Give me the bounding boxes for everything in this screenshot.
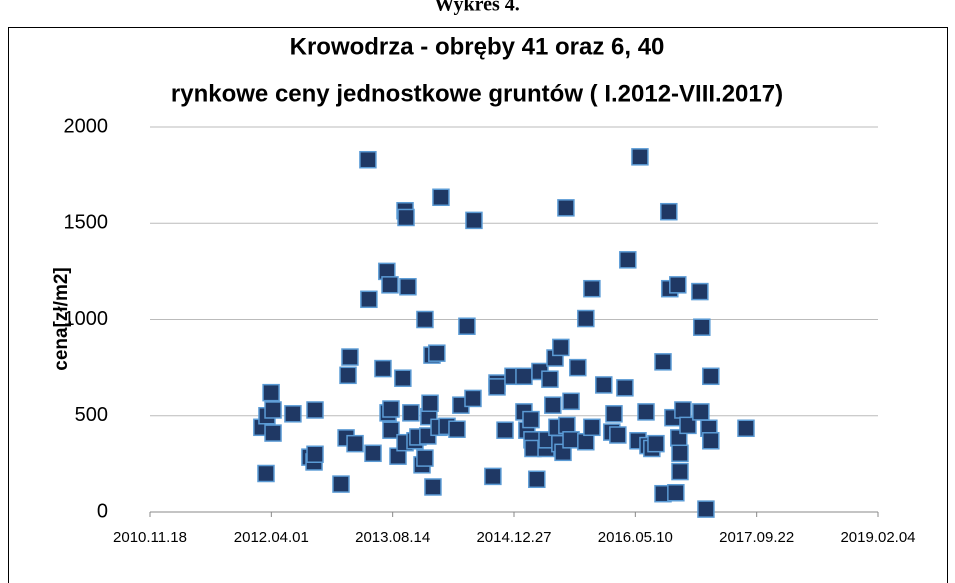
point — [428, 344, 446, 362]
x-tick-label: 2017.09.22 — [719, 529, 794, 546]
point — [577, 432, 595, 451]
point — [394, 369, 412, 387]
point — [381, 276, 399, 294]
point — [341, 348, 359, 366]
point — [671, 444, 689, 463]
y-axis-label: cena[zł/m2] — [51, 267, 72, 370]
y-tick-label: 1000 — [64, 308, 109, 330]
point — [693, 318, 711, 336]
point — [552, 338, 570, 357]
point — [702, 367, 720, 386]
x-tick-label: 2016.05.10 — [598, 529, 673, 546]
point — [583, 279, 601, 298]
point — [448, 420, 466, 438]
point — [284, 405, 302, 423]
point — [541, 370, 559, 388]
x-tick-label: 2012.04.01 — [234, 529, 309, 546]
y-tick-label: 1500 — [64, 212, 109, 234]
point — [346, 434, 364, 453]
point — [669, 276, 687, 294]
point — [616, 379, 634, 397]
point — [264, 424, 282, 442]
point — [671, 462, 689, 481]
point — [397, 208, 415, 227]
point — [458, 317, 476, 335]
point — [382, 421, 400, 439]
point — [306, 401, 324, 419]
point — [569, 358, 587, 377]
point — [528, 470, 546, 489]
x-tick-label: 2019.02.04 — [840, 529, 915, 546]
point — [432, 188, 450, 207]
point — [264, 401, 282, 419]
point — [339, 366, 357, 385]
chart-border — [8, 27, 948, 583]
x-tick-label: 2014.12.27 — [476, 529, 551, 546]
y-tick-label: 2000 — [64, 115, 109, 137]
point — [382, 400, 400, 418]
point — [697, 500, 715, 518]
point — [496, 421, 514, 439]
point — [332, 475, 350, 493]
point — [465, 211, 483, 230]
point — [583, 418, 601, 437]
point — [558, 416, 576, 435]
point — [619, 251, 637, 269]
x-tick-label: 2013.08.14 — [355, 529, 430, 546]
point — [654, 353, 672, 371]
point — [557, 199, 575, 217]
point — [544, 396, 562, 414]
point — [647, 434, 665, 453]
point — [416, 310, 434, 329]
point — [609, 426, 627, 444]
point — [262, 383, 280, 402]
point — [631, 148, 649, 166]
point — [595, 376, 613, 394]
point — [577, 309, 595, 328]
point — [488, 378, 506, 396]
point — [522, 410, 540, 429]
y-tick-label: 500 — [75, 404, 108, 426]
point — [484, 467, 502, 486]
point — [637, 403, 655, 421]
chart-title: Krowodrza - obręby 41 oraz 6, 40 — [290, 33, 665, 60]
point — [702, 432, 720, 450]
caption: Wykres 4. — [434, 0, 520, 16]
point — [364, 444, 382, 463]
point — [424, 478, 442, 496]
point — [421, 394, 439, 412]
point — [257, 464, 275, 483]
chart-title: rynkowe ceny jednostkowe gruntów ( I.201… — [171, 80, 783, 107]
point — [399, 278, 417, 296]
point — [691, 282, 709, 301]
point — [515, 367, 533, 386]
point — [464, 389, 482, 408]
point — [674, 401, 692, 419]
point — [306, 445, 324, 463]
point — [692, 403, 710, 421]
point — [562, 431, 580, 449]
point — [374, 359, 392, 378]
point — [679, 416, 697, 435]
point — [660, 202, 678, 221]
point — [562, 392, 580, 411]
point — [605, 405, 623, 423]
point — [667, 484, 685, 502]
x-tick-label: 2010.11.18 — [113, 529, 187, 546]
point — [360, 290, 378, 309]
point — [737, 419, 755, 438]
y-tick-label: 0 — [97, 500, 108, 522]
point — [402, 404, 420, 422]
point — [359, 150, 377, 169]
point — [416, 449, 434, 467]
